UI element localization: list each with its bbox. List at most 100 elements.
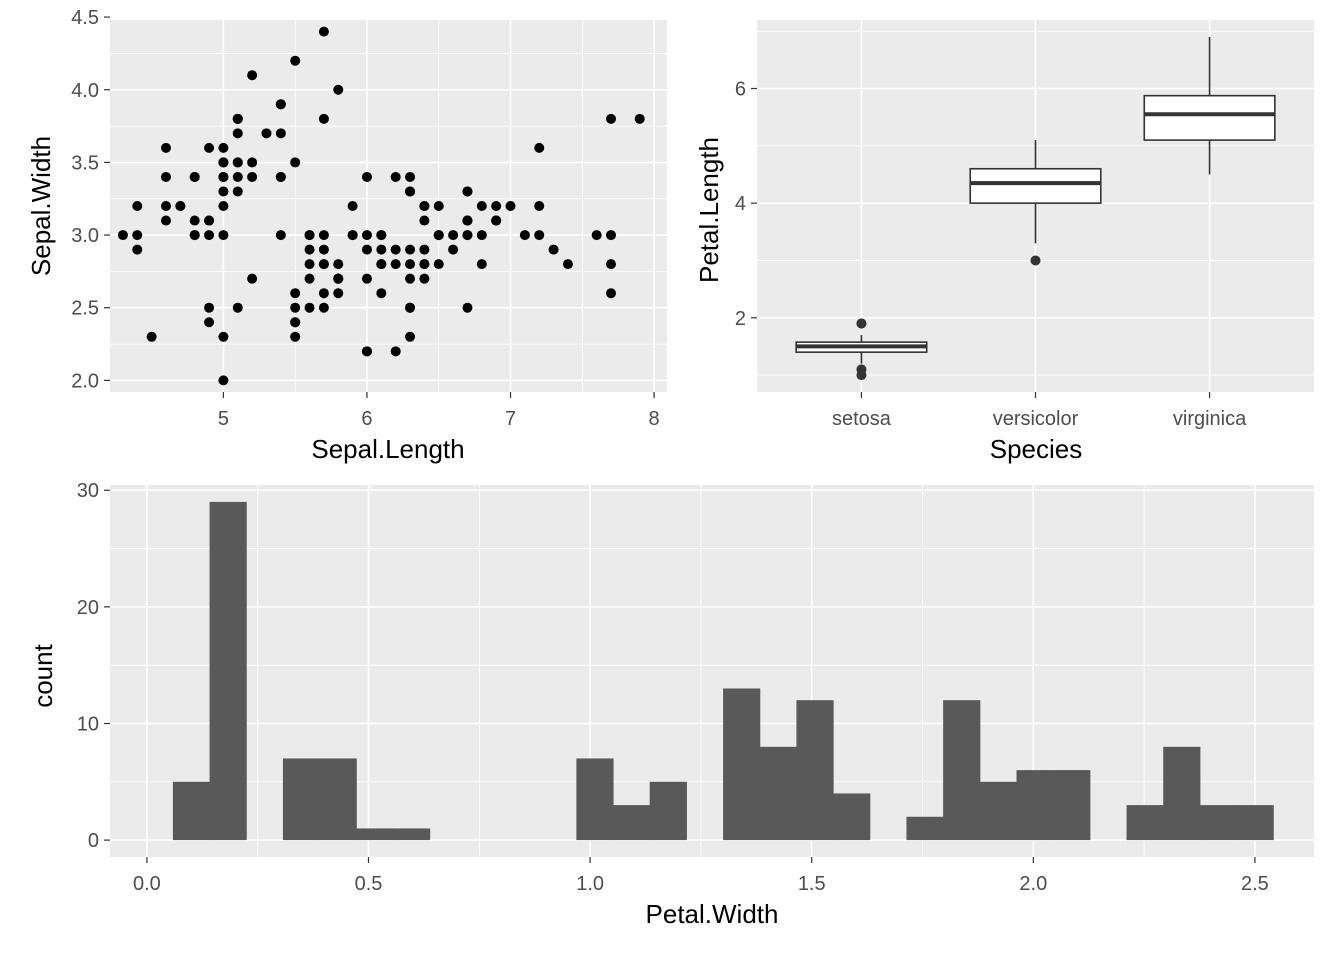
scatter-point: [534, 201, 545, 211]
scatter-point: [476, 230, 487, 241]
scatter-point: [318, 230, 329, 241]
outlier-point: [856, 318, 867, 329]
histogram-bar: [319, 758, 357, 841]
scatter-point: [218, 230, 229, 241]
scatter-point: [333, 84, 344, 95]
histogram-x-axis-title: Petal.Width: [646, 899, 779, 929]
box-plot: 2 4 6 setosa versicolor virginica Species Pet…: [694, 20, 1314, 464]
histogram-bar: [1016, 770, 1054, 841]
scatter-grid: [110, 16, 667, 392]
scatter-point: [390, 259, 401, 270]
scatter-point: [218, 186, 229, 197]
scatter-point: [390, 244, 401, 255]
scatter-point: [562, 259, 573, 270]
scatter-point: [476, 259, 487, 270]
histogram-bar: [1236, 805, 1274, 841]
scatter-point: [376, 288, 387, 299]
scatter-point: [405, 171, 416, 182]
scatter-point: [318, 259, 329, 270]
histogram-bar: [392, 828, 431, 841]
scatter-point: [606, 288, 617, 299]
box-body: [969, 167, 1102, 204]
scatter-point: [419, 259, 430, 270]
histogram-bar: [649, 781, 687, 841]
box-axis-ticks: 2 4 6 setosa versicolor virginica: [735, 78, 1247, 430]
scatter-point: [275, 171, 286, 182]
scatter-point: [218, 142, 229, 153]
scatter-point: [376, 259, 387, 270]
scatter-x-tick-label: 6: [361, 408, 372, 430]
scatter-axis-ticks: 5 6 7 8 2.0 2.5 3.0 3.5 4.0 4.5: [71, 7, 659, 430]
scatter-point: [232, 113, 243, 124]
scatter-point: [462, 302, 473, 313]
scatter-point: [606, 230, 617, 241]
scatter-point: [405, 302, 416, 313]
histogram-x-tick-label: 1.5: [798, 873, 826, 895]
outlier-point: [856, 364, 867, 375]
scatter-point: [232, 186, 243, 197]
scatter-point: [304, 273, 315, 284]
box-setosa: [795, 318, 928, 381]
histogram-bar: [833, 793, 871, 841]
box-y-tick-label: 4: [735, 193, 746, 215]
scatter-point: [204, 142, 215, 153]
box-virginica: [1143, 36, 1276, 175]
scatter-point: [606, 113, 617, 124]
box-versicolor: [969, 140, 1102, 266]
scatter-point: [405, 331, 416, 342]
scatter-point: [117, 230, 128, 241]
histogram-bar: [1126, 805, 1164, 841]
scatter-point: [232, 171, 243, 182]
scatter-point: [290, 157, 301, 168]
histogram-x-tick-label: 2.5: [1241, 873, 1269, 895]
histogram-bar: [172, 781, 211, 841]
scatter-point: [405, 186, 416, 197]
scatter-point: [218, 331, 229, 342]
scatter-y-tick-label: 2.0: [71, 370, 99, 392]
histogram-bar: [943, 700, 981, 841]
histogram-y-tick-label: 30: [77, 480, 99, 502]
box-body: [1143, 94, 1276, 141]
histogram-bars: [172, 501, 1274, 841]
scatter-point: [448, 244, 459, 255]
scatter-point: [218, 171, 229, 182]
scatter-point: [247, 157, 258, 168]
histogram-bar: [1163, 746, 1201, 841]
scatter-point: [218, 201, 229, 211]
histogram-y-axis-title: count: [28, 643, 58, 707]
scatter-point: [290, 331, 301, 342]
scatter-point: [290, 55, 301, 66]
scatter-y-tick-label: 4.5: [71, 7, 99, 29]
scatter-point: [318, 26, 329, 37]
scatter-point: [390, 346, 401, 357]
scatter-point: [361, 230, 372, 241]
histogram-bar: [356, 828, 394, 841]
histogram-bar: [209, 501, 247, 841]
scatter-point: [318, 288, 329, 299]
scatter-point: [247, 171, 258, 182]
scatter-point: [275, 230, 286, 241]
scatter-point: [333, 273, 344, 284]
histogram-bar: [1199, 805, 1238, 841]
scatter-point: [462, 215, 473, 226]
scatter-point: [591, 230, 602, 241]
scatter-point: [376, 244, 387, 255]
scatter-point: [204, 230, 215, 241]
scatter-point: [318, 244, 329, 255]
box-x-tick-label: setosa: [832, 408, 892, 430]
scatter-point: [361, 346, 372, 357]
histogram-grid: [110, 485, 1314, 857]
scatter-point: [132, 244, 143, 255]
histogram-bar: [1053, 770, 1091, 841]
histogram-bar: [723, 688, 761, 841]
histogram-y-tick-label: 10: [77, 713, 99, 735]
scatter-point: [290, 317, 301, 328]
scatter-point: [390, 171, 401, 182]
scatter-point: [433, 201, 444, 211]
scatter-point: [347, 230, 358, 241]
scatter-point: [304, 244, 315, 255]
scatter-point: [290, 288, 301, 299]
scatter-point: [361, 273, 372, 284]
scatter-x-axis-title: Sepal.Length: [311, 434, 464, 464]
